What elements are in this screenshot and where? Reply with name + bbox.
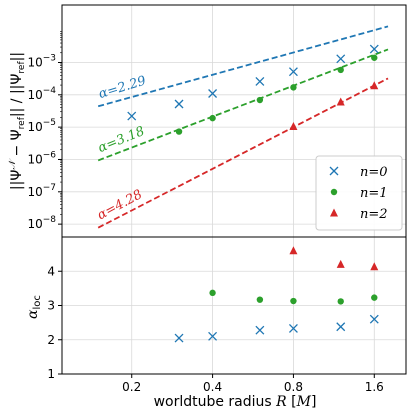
bottom-point-s1-1 (256, 296, 264, 303)
bottom-y-tick-label: 3 (47, 299, 55, 313)
top-y-tick-label: 10−5 (27, 118, 56, 134)
bottom-y-tick-label: 4 (47, 264, 55, 278)
bottom-point-s2-1 (336, 259, 345, 268)
x-axis-label-unit-open: [ (287, 394, 297, 410)
top-point-s2-1 (336, 97, 345, 106)
top-point-s0-6-stroke-b (369, 44, 379, 54)
x-axis-label-unit: M (296, 394, 312, 410)
bottom-point-s0-0-stroke-b (174, 333, 184, 343)
x-axis-label-var: R (275, 394, 287, 410)
bottom-y-axis-label-main: α (25, 309, 41, 319)
top-point-s0-2-stroke-b (208, 89, 218, 98)
bottom-point-s0-4 (336, 322, 346, 332)
bottom-point-s1-0 (209, 289, 216, 297)
annotations: α=2.29 α=3.18 α=4.28 (95, 74, 148, 224)
top-point-s0-4 (288, 67, 298, 77)
fit-line-1 (97, 48, 389, 162)
fit-label-1: α=3.18 (96, 124, 147, 156)
fit-line-0 (97, 25, 389, 108)
x-axis-label-unit-close: ] (311, 394, 316, 410)
bottom-point-s1-4 (371, 294, 378, 301)
bottom-point-s1-2 (290, 297, 297, 305)
x-axis-label-text: worldtube radius (154, 394, 277, 410)
bottom-point-s0-1-stroke-b (208, 331, 218, 341)
ticks (58, 31, 375, 378)
fit-label-0: α=2.29 (97, 74, 148, 103)
top-points (127, 44, 379, 135)
legend-box (315, 155, 403, 231)
x-tick-label: 0.4 (203, 380, 222, 394)
top-y-tick-label: 10−6 (27, 150, 56, 166)
legend-label-0: n=0 (360, 165, 388, 180)
top-point-s0-3-stroke-b (255, 76, 265, 86)
top-point-s0-5-stroke-b (336, 54, 346, 64)
top-point-s1-4 (337, 66, 344, 74)
bottom-y-tick-label: 2 (47, 333, 55, 347)
bottom-point-s0-3 (288, 323, 298, 333)
top-point-s0-5 (336, 54, 346, 64)
top-point-s1-2 (256, 96, 264, 104)
fit-label-2: α=4.28 (95, 187, 145, 223)
bottom-point-s0-4-stroke-b (336, 322, 346, 332)
top-point-s1-3 (290, 84, 297, 91)
x-tick-label: 1.6 (365, 380, 384, 394)
tick-labels: 0.2 0.4 0.8 1.6 10−8 10−7 10−6 10−5 10−4 10−3 1 2 3 4 (27, 53, 383, 394)
top-point-s1-1 (209, 114, 216, 122)
top-point-s1-0 (175, 128, 183, 135)
bottom-y-axis-label-sub: loc (32, 295, 43, 309)
bottom-point-s0-2 (255, 325, 265, 335)
legend-marker-0 (329, 166, 339, 176)
bottom-point-s0-5 (369, 314, 379, 324)
legend-marker-0-stroke-b (329, 166, 339, 176)
top-grid (62, 5, 406, 237)
bottom-grid (62, 237, 406, 375)
bottom-point-s2-0 (289, 246, 298, 255)
bottom-y-tick-label: 1 (47, 367, 55, 381)
top-point-s2-0 (289, 121, 298, 130)
top-point-s1-5 (371, 54, 378, 61)
top-point-s0-1-stroke-b (174, 99, 184, 109)
top-point-s0-4-stroke-b (288, 67, 298, 77)
legend-label-1: n=1 (360, 186, 388, 201)
legend: n=0 n=1 n=2 (315, 155, 403, 231)
top-point-s0-1 (174, 99, 184, 109)
top-point-s2-2 (370, 81, 379, 90)
x-tick-label: 0.8 (284, 380, 303, 394)
top-y-tick-label: 10−4 (27, 86, 56, 102)
bottom-point-s2-2 (370, 262, 379, 271)
top-y-tick-label: 10−8 (27, 215, 56, 231)
top-y-axis-label: ||Ψ𝒩 − Ψref|| / ||Ψref|| (8, 52, 27, 190)
top-point-s0-2 (208, 89, 218, 98)
legend-marker-2 (330, 208, 338, 217)
top-y-tick-label: 10−3 (27, 53, 56, 69)
bottom-point-s0-1 (208, 331, 218, 341)
bottom-point-s0-5-stroke-b (369, 314, 379, 324)
bottom-point-s1-3 (337, 298, 344, 305)
legend-marker-1 (330, 188, 338, 196)
x-tick-label: 0.2 (122, 380, 141, 394)
top-point-s0-6 (369, 44, 379, 54)
top-y-tick-label: 10−7 (27, 183, 56, 199)
top-point-s0-0-stroke-b (127, 111, 137, 121)
x-axis-label: worldtube radius R [M] (154, 394, 317, 410)
legend-label-2: n=2 (360, 207, 388, 222)
bottom-y-axis-label: αloc (25, 295, 43, 319)
top-point-s0-0 (127, 111, 137, 121)
bottom-points (174, 246, 379, 343)
bottom-point-s0-2-stroke-b (255, 325, 265, 335)
top-point-s0-3 (255, 76, 265, 86)
bottom-point-s0-0 (174, 333, 184, 343)
bottom-point-s0-3-stroke-b (288, 323, 298, 333)
